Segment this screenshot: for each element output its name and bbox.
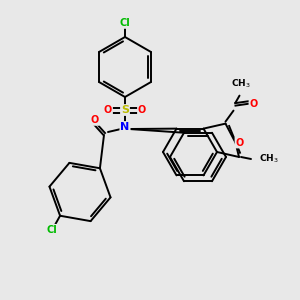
Text: O: O [104,105,112,115]
Text: S: S [121,105,129,115]
Text: Cl: Cl [120,18,130,28]
Text: O: O [236,138,244,148]
Text: N: N [120,122,130,132]
Text: CH$_3$: CH$_3$ [259,153,279,165]
Text: CH$_3$: CH$_3$ [231,77,250,90]
Text: O: O [138,105,146,115]
Text: O: O [249,99,258,109]
Text: O: O [91,115,99,125]
Text: Cl: Cl [47,225,57,235]
